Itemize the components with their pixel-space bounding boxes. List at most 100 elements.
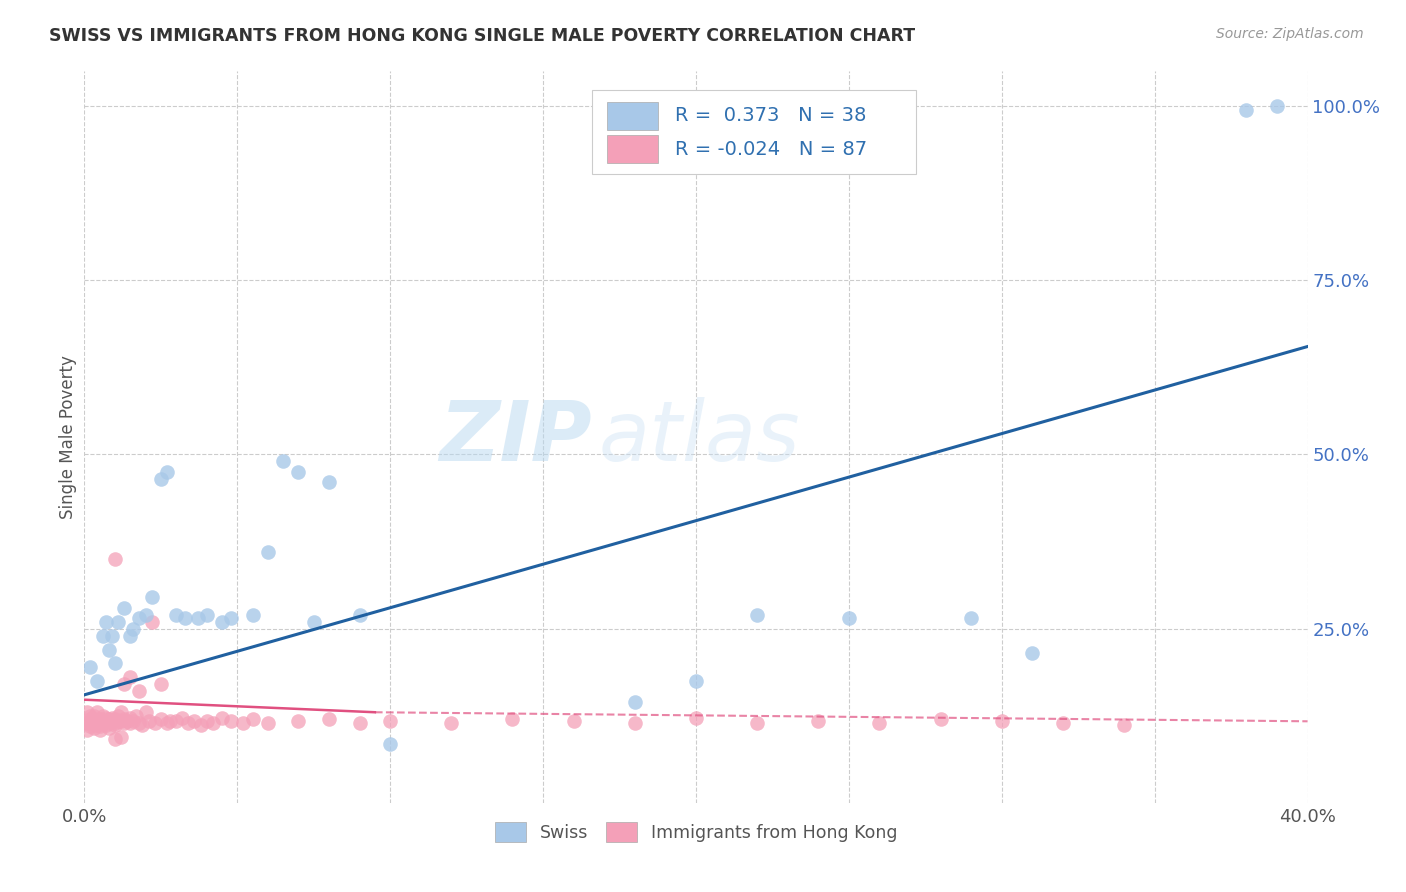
Point (91, 715, 114, 730)
Point (1021, 646, 1043, 660)
Point (115, 714, 138, 728)
Point (257, 715, 280, 730)
Point (107, 708, 129, 723)
Point (143, 715, 166, 730)
Point (287, 465, 309, 479)
Point (685, 711, 707, 725)
Point (232, 715, 254, 730)
Point (380, 714, 402, 728)
Point (104, 657, 127, 671)
Text: R =  0.373   N = 38: R = 0.373 N = 38 (675, 106, 866, 126)
Point (107, 615, 129, 629)
Point (318, 712, 340, 726)
Point (97, 715, 120, 730)
Point (174, 611, 197, 625)
Point (104, 718, 127, 732)
Point (128, 611, 150, 625)
Point (89, 715, 111, 730)
Point (122, 714, 145, 728)
Point (120, 670, 142, 684)
Point (624, 695, 647, 709)
Point (929, 712, 952, 726)
Text: ZIP: ZIP (439, 397, 592, 477)
Point (101, 714, 124, 728)
Point (190, 718, 212, 732)
Point (110, 705, 132, 719)
Point (112, 677, 135, 691)
Point (110, 730, 132, 744)
Point (195, 607, 218, 622)
Point (211, 711, 233, 725)
Point (94, 718, 117, 732)
Point (120, 715, 142, 730)
Point (86, 705, 108, 719)
Point (242, 712, 264, 726)
Point (131, 718, 153, 732)
Point (287, 714, 309, 728)
Point (838, 611, 860, 625)
Point (380, 737, 402, 751)
Point (156, 465, 179, 479)
Point (149, 472, 172, 486)
Point (186, 611, 208, 625)
Point (89, 719, 111, 733)
Point (120, 711, 142, 725)
Point (112, 712, 135, 726)
Point (76, 705, 98, 719)
Point (94, 615, 117, 629)
Point (960, 611, 983, 625)
Point (1114, 718, 1136, 732)
Point (1052, 715, 1074, 730)
Point (685, 673, 707, 688)
Point (86, 714, 108, 728)
Point (97, 721, 120, 735)
Point (149, 677, 172, 691)
Point (107, 714, 129, 728)
Point (183, 714, 205, 728)
Point (349, 607, 371, 622)
Point (219, 714, 242, 728)
Point (562, 714, 585, 728)
Point (79, 715, 101, 730)
Point (302, 615, 325, 629)
Point (112, 600, 135, 615)
Point (110, 714, 132, 728)
Point (257, 545, 280, 559)
Point (138, 714, 160, 728)
Point (97, 642, 120, 657)
Point (242, 607, 264, 622)
Point (141, 591, 163, 605)
FancyBboxPatch shape (592, 90, 917, 174)
Point (104, 731, 127, 746)
Point (318, 475, 340, 490)
Point (135, 607, 157, 622)
Point (624, 715, 647, 730)
Point (440, 715, 463, 730)
Point (135, 705, 157, 719)
Point (104, 712, 127, 726)
Point (104, 715, 127, 730)
Text: SWISS VS IMMIGRANTS FROM HONG KONG SINGLE MALE POVERTY CORRELATION CHART: SWISS VS IMMIGRANTS FROM HONG KONG SINGL… (49, 27, 915, 45)
Point (112, 715, 135, 730)
Point (128, 684, 150, 698)
Point (76, 715, 98, 730)
Text: R = -0.024   N = 87: R = -0.024 N = 87 (675, 140, 868, 159)
Text: Source: ZipAtlas.com: Source: ZipAtlas.com (1216, 27, 1364, 41)
Point (83, 715, 105, 730)
Point (101, 629, 124, 643)
Point (991, 714, 1014, 728)
Point (349, 715, 371, 730)
FancyBboxPatch shape (606, 102, 658, 130)
Point (747, 715, 769, 730)
Point (83, 708, 105, 723)
Point (156, 715, 179, 730)
Point (1236, 103, 1258, 117)
Point (94, 714, 117, 728)
Point (101, 711, 124, 725)
Point (502, 712, 524, 726)
Point (159, 714, 181, 728)
Point (177, 715, 200, 730)
Point (219, 611, 242, 625)
Text: atlas: atlas (598, 397, 800, 477)
Point (195, 714, 218, 728)
